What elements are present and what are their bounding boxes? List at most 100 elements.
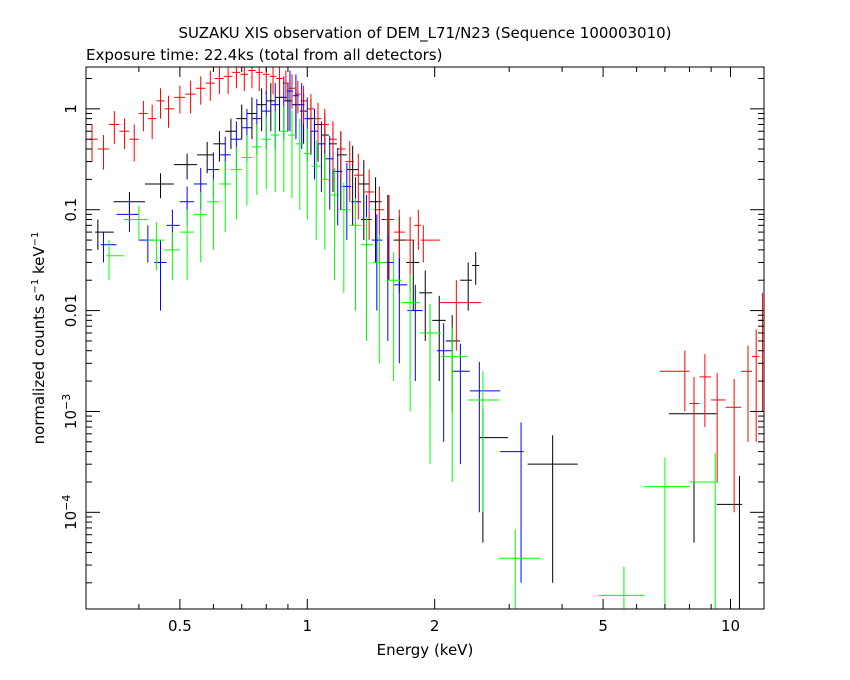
data-point — [725, 378, 742, 513]
data-point — [255, 67, 263, 92]
data-point — [432, 295, 446, 382]
data-point — [401, 274, 421, 412]
data-point — [452, 343, 470, 465]
data-point — [469, 361, 501, 513]
data-point — [436, 323, 453, 442]
data-point — [716, 475, 743, 609]
data-point — [232, 67, 241, 89]
data-point — [339, 182, 350, 293]
data-point — [420, 225, 440, 263]
data-point — [659, 350, 690, 412]
data-point — [333, 147, 343, 226]
x-tick-label: 10 — [721, 617, 740, 635]
data-point — [358, 160, 370, 241]
data-point — [197, 141, 214, 174]
data-point — [283, 83, 292, 132]
data-point — [325, 135, 334, 210]
plot-frame — [85, 66, 765, 610]
data-point — [214, 67, 224, 95]
series-2 — [100, 70, 524, 583]
data-point — [219, 161, 231, 233]
y-tick-label: 10−4 — [60, 495, 80, 530]
data-point — [741, 345, 753, 442]
y-tick-label: 0.01 — [62, 294, 80, 327]
x-tick-label: 1 — [303, 617, 313, 635]
x-tick-label: 2 — [430, 617, 440, 635]
data-point — [241, 135, 252, 206]
data-point — [207, 179, 220, 250]
data-point — [414, 209, 421, 250]
data-point — [349, 198, 361, 311]
data-point — [223, 67, 233, 95]
data-point — [384, 194, 395, 281]
data-point — [195, 76, 206, 105]
data-point — [230, 146, 242, 220]
data-point — [123, 205, 148, 241]
data-point — [321, 108, 329, 149]
data-point — [240, 67, 249, 92]
data-point — [311, 140, 321, 241]
data-point — [279, 106, 288, 192]
data-point — [336, 131, 347, 210]
data-point — [266, 83, 276, 132]
y-tick-label: 1 — [62, 104, 80, 114]
data-point — [445, 315, 461, 412]
data-point — [471, 252, 480, 285]
y-tick-label: 0.1 — [62, 198, 80, 222]
x-axis-label: Energy (keV) — [377, 641, 474, 659]
data-point — [248, 67, 256, 89]
data-point — [598, 566, 645, 609]
data-point — [346, 145, 359, 226]
data-point — [644, 457, 690, 609]
data-point — [236, 104, 247, 140]
y-tick-label: 10−3 — [60, 394, 80, 429]
x-tick-label: 5 — [598, 617, 608, 635]
data-point — [314, 102, 322, 144]
data-point — [345, 141, 355, 202]
y-axis-label: normalized counts s−1 keV−1 — [30, 232, 48, 445]
series-0 — [95, 78, 743, 609]
data-point — [286, 70, 293, 132]
data-point — [386, 252, 402, 382]
data-point — [500, 422, 524, 583]
data-point — [690, 452, 718, 609]
data-point — [95, 219, 114, 250]
data-point — [193, 191, 208, 263]
data-point — [711, 373, 726, 482]
data-point — [225, 118, 237, 149]
data-point — [699, 354, 712, 428]
data-point — [393, 258, 408, 364]
data-point — [467, 371, 500, 513]
data-point — [106, 240, 124, 281]
data-point — [752, 329, 760, 442]
data-point — [129, 124, 139, 162]
chart-title: SUZAKU XIS observation of DEM_L71/N23 (S… — [178, 24, 671, 43]
data-point — [144, 173, 174, 199]
data-point — [420, 303, 442, 465]
data-point — [363, 169, 375, 241]
x-tick-label: 0.5 — [168, 617, 192, 635]
data-point — [360, 216, 373, 341]
data-point — [307, 94, 315, 132]
data-point — [372, 234, 387, 364]
series-3 — [106, 106, 718, 609]
data-point — [276, 67, 283, 98]
data-point — [119, 118, 130, 149]
data-point — [116, 201, 139, 233]
data-point — [669, 384, 717, 543]
data-point — [174, 85, 186, 114]
data-point — [213, 131, 226, 162]
data-point — [138, 100, 148, 132]
data-point — [179, 209, 194, 281]
data-point — [419, 270, 433, 341]
data-point — [261, 116, 271, 190]
data-point — [164, 232, 180, 281]
data-point — [441, 327, 468, 482]
data-point — [256, 88, 267, 132]
data-point — [156, 88, 165, 119]
data-point — [439, 280, 482, 351]
data-point — [320, 153, 330, 250]
data-point — [97, 135, 109, 170]
data-point — [460, 262, 472, 311]
